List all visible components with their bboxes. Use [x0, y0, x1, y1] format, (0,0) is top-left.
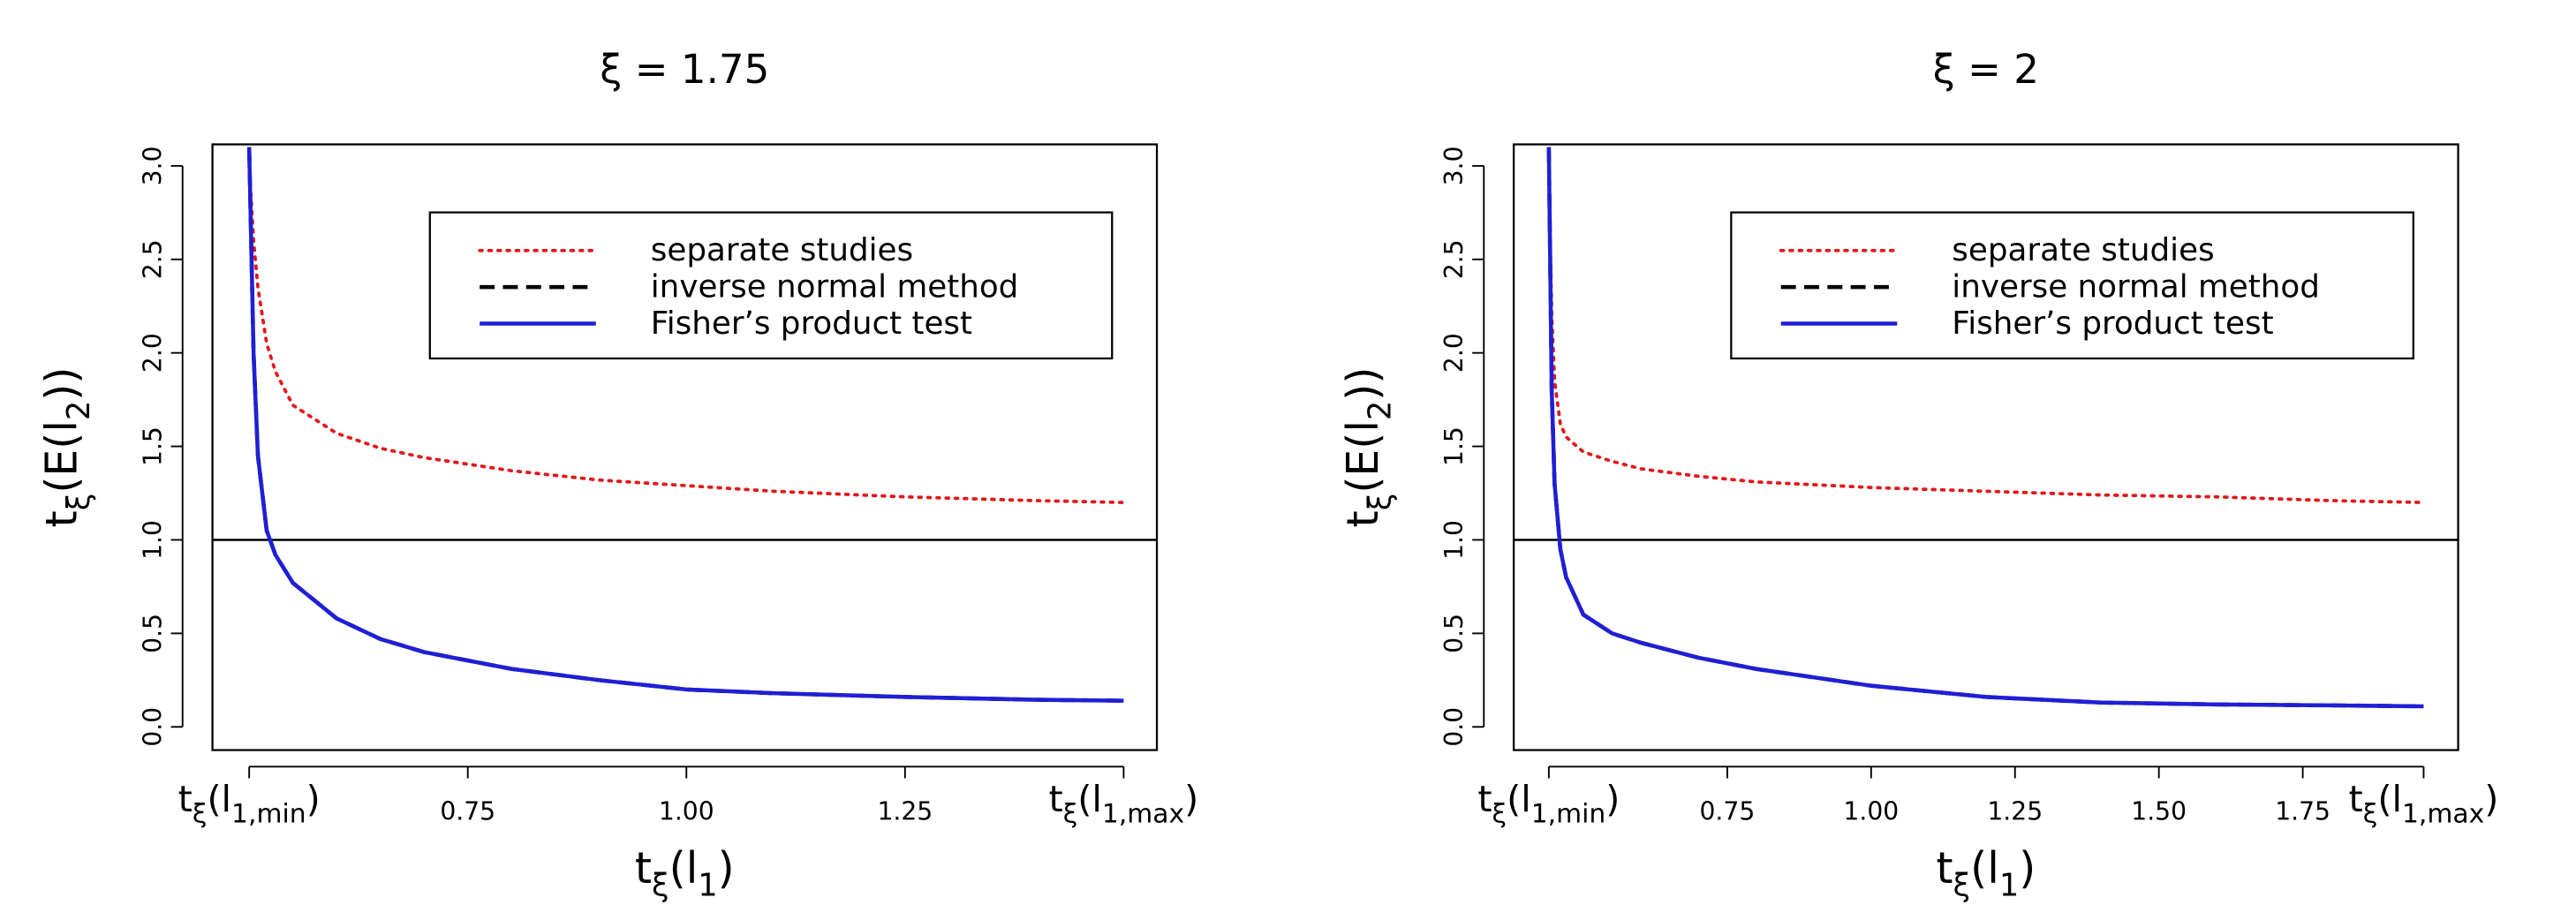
y-tick-label: 2.5: [138, 239, 167, 279]
legend-box: [1730, 211, 2414, 360]
series-line: [246, 147, 1124, 703]
x-tick-label: 1.25: [877, 796, 933, 826]
y-tick-label: 2.0: [1439, 333, 1469, 373]
legend-label: separate studies: [651, 232, 913, 268]
y-tick-label: 3.0: [138, 146, 167, 185]
y-tick-label: 0.5: [1439, 614, 1469, 653]
plot-frame: [211, 143, 1159, 751]
x-tick-label: 1.75: [2275, 796, 2330, 826]
x-tick-label: 0.75: [440, 796, 495, 826]
legend-label: Fisher’s product test: [1952, 305, 2273, 342]
y-tick-label: 3.0: [1439, 146, 1469, 185]
y-tick-label: 0.5: [138, 614, 167, 653]
legend-label: separate studies: [1952, 232, 2214, 268]
plot-frame: [1512, 143, 2459, 751]
y-tick-label: 2.5: [1439, 239, 1469, 279]
chart-title: ξ = 1.75: [600, 46, 769, 93]
x-tick-label: 0.75: [1700, 796, 1756, 826]
series-line: [247, 163, 1126, 504]
y-axis-label: tξ(E(l2)): [1338, 367, 1399, 528]
y-tick-label: 0.0: [138, 707, 167, 747]
x-tick-label: tξ(l1,max): [1048, 778, 1198, 829]
chart-title: ξ = 2: [1933, 46, 2039, 93]
x-axis-label: tξ(l1): [1936, 843, 2036, 904]
legend-label: inverse normal method: [651, 268, 1019, 305]
x-tick-label: tξ(l1,min): [178, 778, 321, 829]
y-axis-label: tξ(E(l2)): [36, 367, 97, 528]
x-tick-label: 1.50: [2131, 796, 2187, 826]
y-tick-label: 1.5: [138, 426, 167, 466]
legend-label: Fisher’s product test: [651, 305, 972, 342]
x-tick-label: 1.00: [1843, 796, 1899, 826]
x-tick-label: 1.25: [1987, 796, 2043, 826]
series-line: [1546, 163, 2426, 504]
x-tick-label: tξ(l1,min): [1477, 778, 1620, 829]
legend-label: inverse normal method: [1952, 268, 2320, 305]
y-tick-label: 1.5: [1439, 426, 1469, 466]
chart: ξ = 2 tξ(l1) tξ(E(l2)) 0.0 0.5 1.0 1.5 2.0 2.5 3.…: [1338, 46, 2498, 904]
chart: ξ = 1.75 tξ(l1) tξ(E(l2)) 0.0 0.5 1.0 1.5 2.0 2.…: [36, 46, 1198, 904]
legend-box: [428, 211, 1114, 360]
y-tick-label: 1.0: [1439, 520, 1469, 560]
x-tick-label: tξ(l1,max): [2349, 778, 2499, 829]
x-axis-label: tξ(l1): [635, 843, 735, 904]
y-tick-label: 0.0: [1439, 707, 1469, 747]
y-tick-label: 1.0: [138, 520, 167, 560]
x-tick-label: 1.00: [659, 796, 714, 826]
y-tick-label: 2.0: [138, 333, 167, 373]
series-line: [1546, 147, 2424, 709]
